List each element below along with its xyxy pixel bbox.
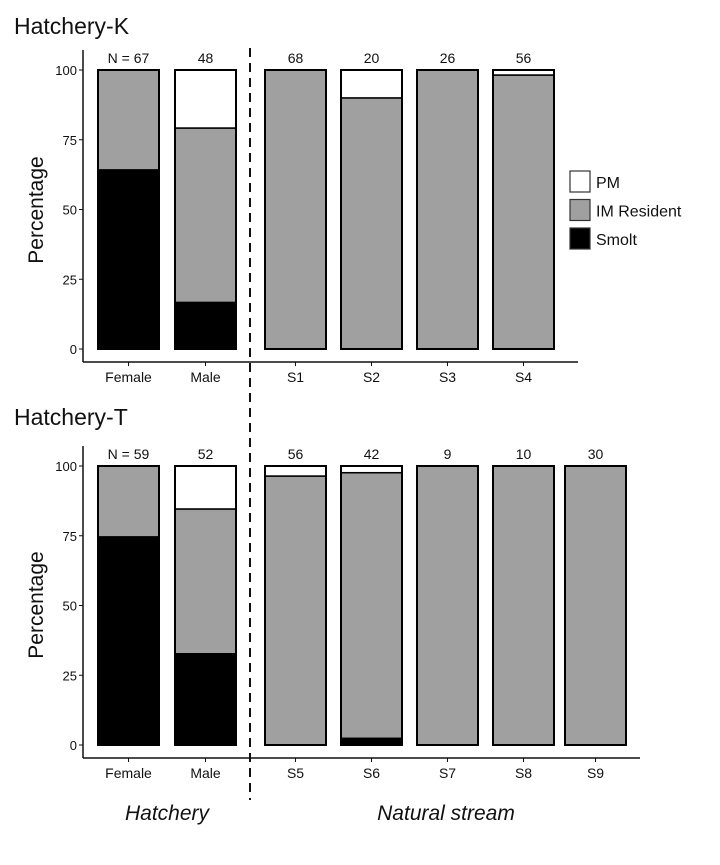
y-tick-label: 0 — [70, 342, 77, 357]
x-tick-label: S8 — [515, 765, 532, 781]
x-tick-label: S4 — [515, 369, 532, 385]
n-label: 20 — [364, 50, 380, 66]
n-label: N = 67 — [108, 50, 150, 66]
bar-outline — [564, 465, 627, 746]
panel-title-bottom: Hatchery-T — [14, 404, 128, 430]
bar-segment-im-resident — [340, 471, 403, 740]
bar-outline — [416, 69, 479, 350]
bar-outline — [174, 465, 237, 746]
x-tick-label: S7 — [439, 765, 456, 781]
legend-label: PM — [596, 175, 620, 192]
n-label: N = 59 — [108, 446, 150, 462]
y-tick-label: 75 — [63, 133, 77, 148]
y-axis-label: Percentage — [25, 551, 48, 658]
legend: PM IM Resident Smolt — [569, 170, 682, 250]
n-label: 52 — [198, 446, 214, 462]
bar-outline — [492, 465, 555, 746]
bar-segment-pm — [174, 69, 237, 129]
y-tick-label: 25 — [63, 668, 77, 683]
x-tick-label: S9 — [587, 765, 604, 781]
legend-label: IM Resident — [596, 204, 682, 221]
legend-label: Smolt — [596, 232, 637, 249]
bar-outline — [492, 69, 555, 350]
y-tick-label: 100 — [55, 63, 77, 78]
x-tick-label: S6 — [363, 765, 380, 781]
n-label: 68 — [288, 50, 304, 66]
bar-outline — [416, 465, 479, 746]
bar-segment-smolt — [340, 737, 403, 746]
x-tick-label: S5 — [287, 765, 304, 781]
group-label-hatchery: Hatchery — [125, 802, 211, 825]
n-label: 30 — [588, 446, 604, 462]
bar-segment-im-resident — [174, 127, 237, 304]
y-tick-label: 100 — [55, 459, 77, 474]
bar-outline — [340, 69, 403, 350]
legend-swatch — [569, 227, 591, 250]
legend-swatch — [569, 198, 591, 222]
y-tick-label: 75 — [63, 529, 77, 544]
bar-segment-im-resident — [264, 475, 327, 746]
bar-segment-im-resident — [264, 69, 327, 350]
bar-segment-smolt — [174, 301, 237, 350]
bar-segment-im-resident — [174, 508, 237, 655]
bar-segment-pm — [174, 465, 237, 510]
y-tick-label: 50 — [63, 599, 77, 614]
group-label-natural-stream: Natural stream — [377, 802, 515, 825]
bar-segment-im-resident — [97, 69, 160, 171]
bar-segment-im-resident — [340, 97, 403, 350]
n-label: 48 — [198, 50, 214, 66]
bar-outline — [264, 465, 327, 746]
y-tick-label: 25 — [63, 272, 77, 287]
bar-segment-pm — [264, 465, 327, 477]
bar-segment-pm — [340, 465, 403, 474]
y-tick-label: 50 — [63, 203, 77, 218]
x-tick-label: S2 — [363, 369, 380, 385]
bar-segment-pm — [340, 69, 403, 99]
bar-segment-smolt — [97, 536, 160, 746]
bar-segment-im-resident — [564, 465, 627, 746]
n-label: 56 — [516, 50, 532, 66]
x-tick-label: S3 — [439, 369, 456, 385]
bar-segment-im-resident — [492, 465, 555, 746]
x-tick-label: Male — [190, 765, 221, 781]
panel-2: 0 25 50 75 100 Percentage N = 59 Female 52 Male 56… — [25, 446, 640, 781]
bar-segment-im-resident — [492, 74, 555, 350]
panel-1: 0 25 50 75 100 Percentage N = 67 Female 48 Male 68… — [25, 50, 578, 385]
n-label: 9 — [444, 446, 452, 462]
x-tick-label: Female — [105, 369, 152, 385]
n-label: 42 — [364, 446, 380, 462]
x-tick-label: S1 — [287, 369, 304, 385]
x-tick-label: Male — [190, 369, 221, 385]
n-label: 10 — [516, 446, 532, 462]
bar-segment-im-resident — [416, 69, 479, 350]
bar-outline — [174, 69, 237, 350]
bar-outline — [264, 69, 327, 350]
bar-segment-smolt — [97, 169, 160, 350]
bar-outline — [340, 465, 403, 746]
legend-swatch — [569, 170, 591, 193]
y-axis-label: Percentage — [25, 156, 48, 263]
bar-outline — [97, 69, 160, 350]
bar-outline — [97, 465, 160, 746]
bar-segment-smolt — [174, 653, 237, 746]
n-label: 56 — [288, 446, 304, 462]
x-tick-label: Female — [105, 765, 152, 781]
bar-segment-im-resident — [416, 465, 479, 746]
panel-title-top: Hatchery-K — [14, 13, 130, 39]
bar-segment-im-resident — [97, 465, 160, 538]
y-tick-label: 0 — [70, 738, 77, 753]
n-label: 26 — [440, 50, 456, 66]
